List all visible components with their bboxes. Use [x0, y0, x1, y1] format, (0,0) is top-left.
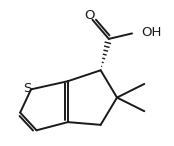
Text: O: O: [85, 9, 95, 22]
Text: S: S: [23, 81, 31, 94]
Text: OH: OH: [142, 26, 162, 39]
